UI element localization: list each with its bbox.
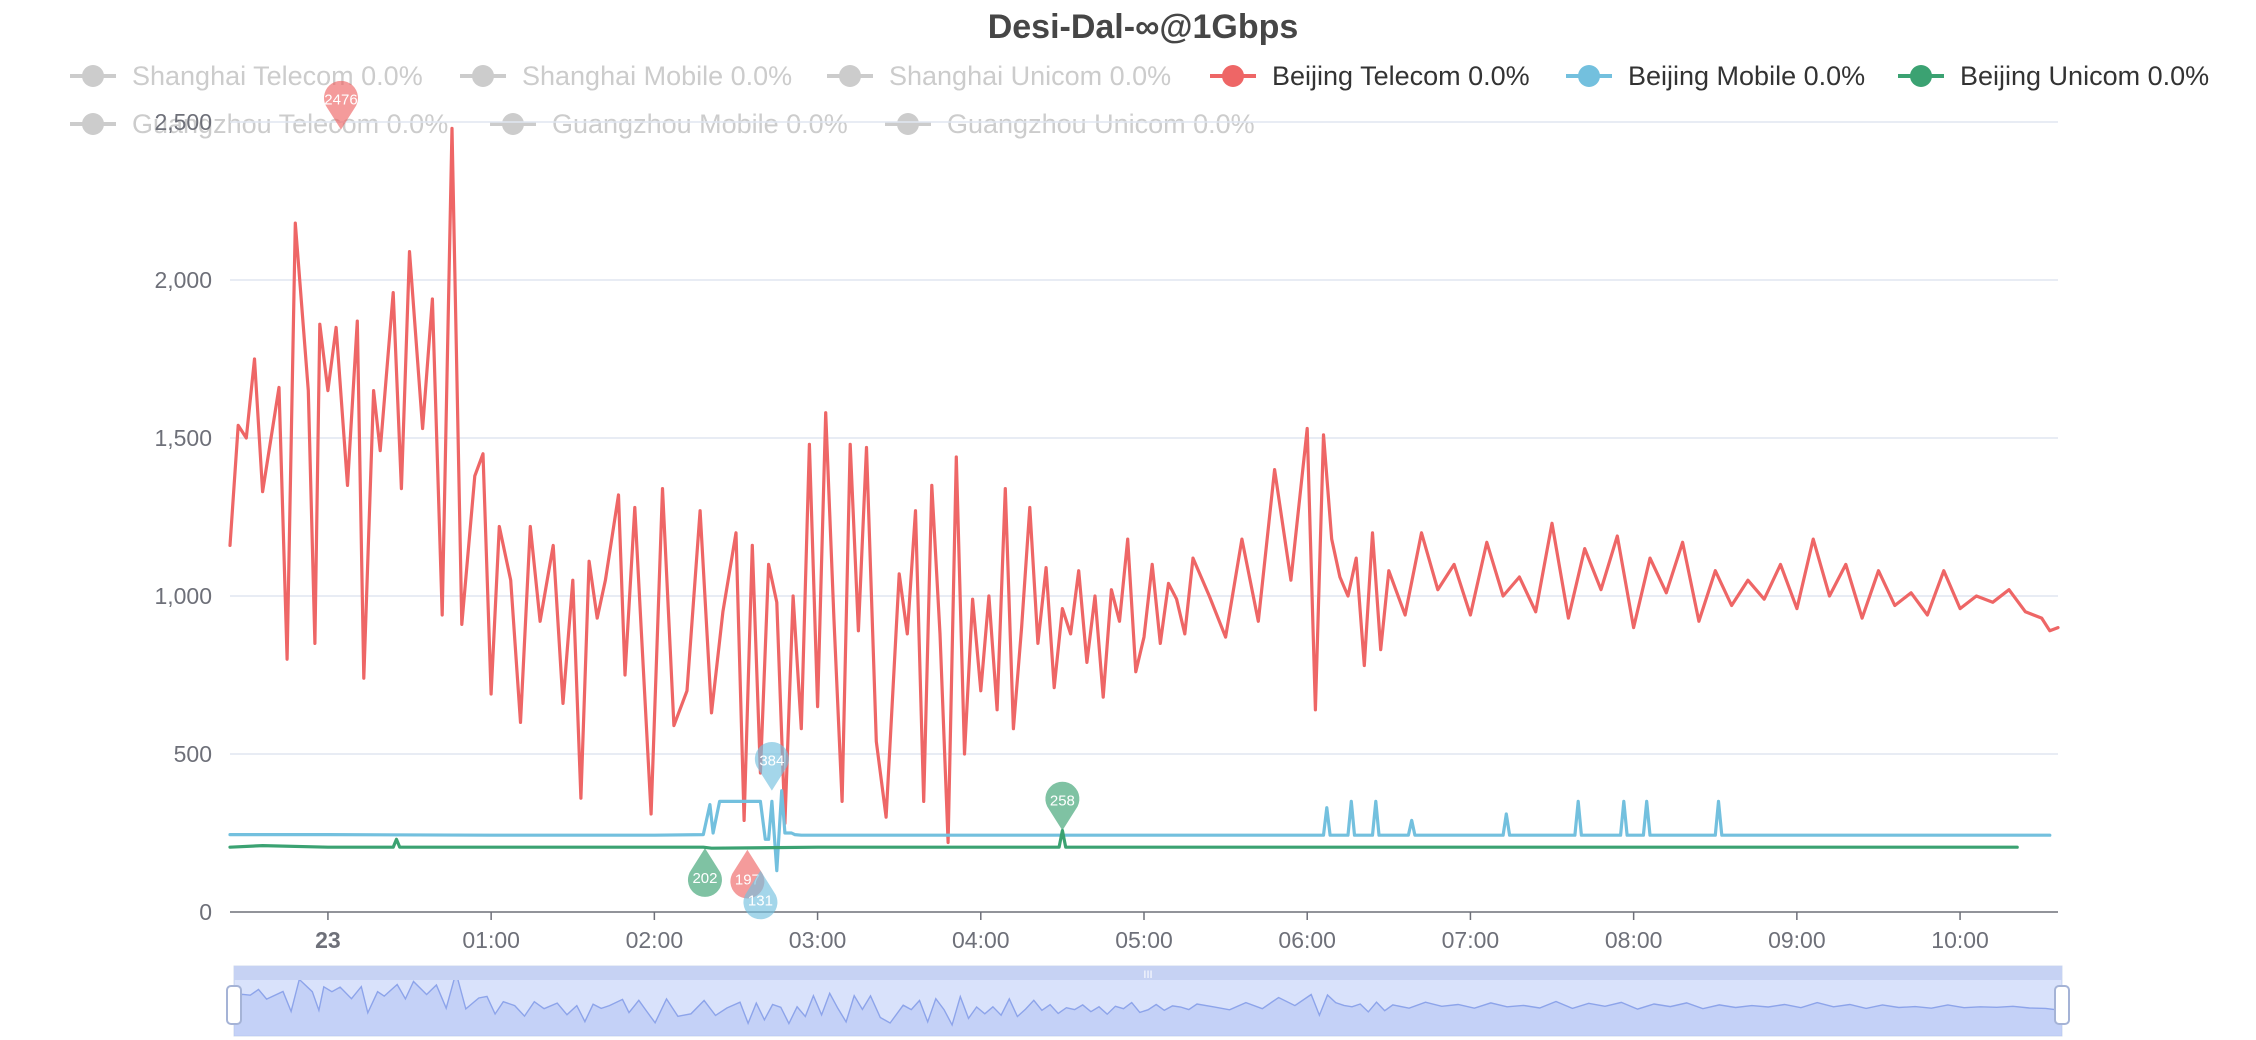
marker-label: 131: [748, 893, 773, 910]
y-tick-label: 2,000: [154, 267, 212, 293]
series-line-beijing-mobile-0-0: [228, 789, 2052, 873]
zoom-overview-line: [233, 969, 2063, 1027]
marker-pin: [1045, 781, 1080, 831]
series-line-beijing-telecom-0-0: [228, 126, 2060, 845]
legend-label: Beijing Mobile 0.0%: [1628, 61, 1865, 91]
zoom-handle-right[interactable]: [2054, 985, 2070, 1025]
x-tick-label: 06:00: [1278, 927, 1336, 953]
legend-dot-icon: [82, 113, 104, 135]
legend-label: Shanghai Unicom 0.0%: [889, 61, 1171, 91]
legend-label: Shanghai Telecom 0.0%: [132, 61, 423, 91]
legend-item-shanghai-telecom-0-0[interactable]: Shanghai Telecom 0.0%: [70, 61, 423, 91]
chart-title: Desi-Dal-∞@1Gbps: [988, 8, 1299, 46]
y-axis: 0 500 1,000 1,500 2,000 2,500: [154, 109, 212, 925]
legend-item-shanghai-unicom-0-0[interactable]: Shanghai Unicom 0.0%: [827, 61, 1171, 91]
legend-label: Guangzhou Mobile 0.0%: [552, 109, 848, 139]
marker-pin: [743, 870, 778, 920]
legend-item-beijing-mobile-0-0[interactable]: Beijing Mobile 0.0%: [1566, 61, 1865, 91]
data-zoom-slider[interactable]: III: [226, 965, 2070, 1037]
marker-label: 384: [759, 753, 784, 770]
legend-item-guangzhou-telecom-0-0[interactable]: Guangzhou Telecom 0.0%: [70, 109, 448, 139]
marker-label: 258: [1050, 792, 1075, 809]
legend: Shanghai Telecom 0.0% Shanghai Mobile 0.0…: [70, 61, 2209, 139]
marker-max-beijing-telecom-0-0: 2476: [323, 80, 358, 130]
marker-max-beijing-mobile-0-0: 384: [754, 741, 789, 791]
y-tick-label: 2,500: [154, 109, 212, 135]
legend-label: Guangzhou Unicom 0.0%: [947, 109, 1255, 139]
legend-item-beijing-unicom-0-0[interactable]: Beijing Unicom 0.0%: [1898, 61, 2209, 91]
series-line-beijing-unicom-0-0: [228, 828, 2019, 850]
x-tick-label: 23: [315, 927, 341, 953]
legend-item-beijing-telecom-0-0[interactable]: Beijing Telecom 0.0%: [1210, 61, 1530, 91]
legend-dot-icon: [897, 113, 919, 135]
x-axis: 23 01:00 02:00 03:00 04:00 05:00 06:00 07:00 08:…: [230, 911, 2058, 953]
legend-dot-icon: [1578, 65, 1600, 87]
legend-label: Guangzhou Telecom 0.0%: [132, 109, 448, 139]
legend-item-shanghai-mobile-0-0[interactable]: Shanghai Mobile 0.0%: [460, 61, 792, 91]
y-tick-label: 1,000: [154, 583, 212, 609]
grid-lines: [230, 121, 2058, 755]
zoom-overview-area: [234, 972, 2062, 1036]
marker-max-beijing-unicom-0-0: 258: [1045, 781, 1080, 831]
zoom-handle-left[interactable]: [226, 985, 242, 1025]
x-tick-label: 01:00: [462, 927, 520, 953]
legend-dot-icon: [82, 65, 104, 87]
legend-dot-icon: [1222, 65, 1244, 87]
zoom-move-bar[interactable]: [234, 966, 2062, 980]
legend-dot-icon: [839, 65, 861, 87]
x-tick-label: 04:00: [952, 927, 1010, 953]
zoom-move-handle-icon[interactable]: III: [1143, 969, 1152, 981]
legend-label: Shanghai Mobile 0.0%: [522, 61, 792, 91]
x-tick-label: 08:00: [1605, 927, 1663, 953]
x-tick-label: 05:00: [1115, 927, 1173, 953]
series-layer: [228, 126, 2060, 873]
marker-pin: [687, 848, 722, 897]
legend-label: Beijing Telecom 0.0%: [1272, 61, 1530, 91]
x-tick-label: 07:00: [1442, 927, 1500, 953]
legend-dot-icon: [472, 65, 494, 87]
marker-min-beijing-unicom-0-0: 202: [687, 848, 722, 897]
x-tick-label: 03:00: [789, 927, 847, 953]
y-tick-label: 0: [199, 899, 212, 925]
marker-pin: [754, 741, 789, 791]
marker-label: 2476: [324, 92, 357, 109]
legend-item-guangzhou-mobile-0-0[interactable]: Guangzhou Mobile 0.0%: [490, 109, 848, 139]
legend-dot-icon: [1910, 65, 1932, 87]
marker-pin: [323, 80, 358, 130]
legend-item-guangzhou-unicom-0-0[interactable]: Guangzhou Unicom 0.0%: [885, 109, 1255, 139]
marker-label: 202: [692, 870, 717, 887]
legend-dot-icon: [502, 113, 524, 135]
x-tick-label: 10:00: [1931, 927, 1989, 953]
x-tick-label: 09:00: [1768, 927, 1826, 953]
marker-min-beijing-mobile-0-0: 131: [743, 870, 778, 920]
y-tick-label: 500: [174, 741, 212, 767]
legend-label: Beijing Unicom 0.0%: [1960, 61, 2209, 91]
y-tick-label: 1,500: [154, 425, 212, 451]
x-tick-label: 02:00: [626, 927, 684, 953]
